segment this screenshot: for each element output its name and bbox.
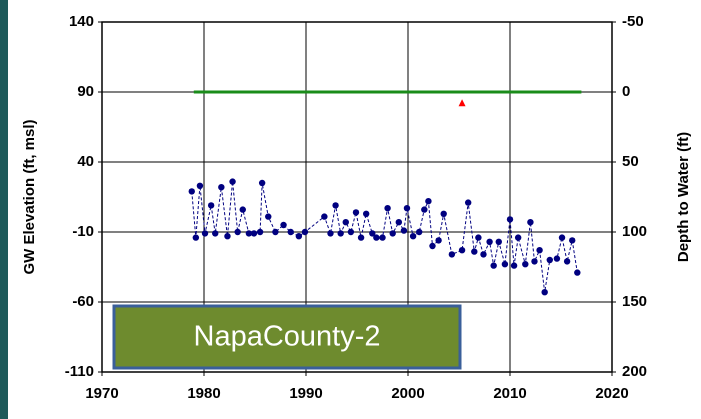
data-point xyxy=(327,230,334,237)
data-point xyxy=(347,228,355,236)
data-point xyxy=(234,228,241,236)
data-point xyxy=(553,255,561,262)
data-point xyxy=(435,237,442,244)
data-point xyxy=(546,256,553,264)
data-point xyxy=(201,230,209,237)
y2-tick-label: 150 xyxy=(622,293,647,310)
y-tick-label: -10 xyxy=(72,223,94,240)
side-bar xyxy=(0,0,8,419)
x-tick-label: 2010 xyxy=(493,385,526,402)
data-point xyxy=(501,261,509,268)
x-tick-label: 2020 xyxy=(595,385,628,402)
data-point xyxy=(569,237,576,244)
data-point xyxy=(342,219,349,226)
y2-tick-label: 200 xyxy=(622,363,647,380)
data-point xyxy=(522,261,529,268)
data-point xyxy=(506,216,514,223)
data-point xyxy=(357,234,365,241)
data-point xyxy=(188,188,195,195)
annotation: NapaCounty-2 xyxy=(194,321,381,353)
data-point xyxy=(265,213,272,220)
data-point xyxy=(425,198,432,205)
data-point xyxy=(379,234,386,241)
data-point xyxy=(558,234,566,241)
annotation-box xyxy=(112,304,462,370)
data-point xyxy=(256,228,264,236)
y-tick-label: -110 xyxy=(65,363,94,380)
data-point xyxy=(337,230,344,237)
data-point xyxy=(531,258,538,265)
data-point xyxy=(510,262,518,269)
data-point xyxy=(490,262,497,269)
data-point xyxy=(196,182,204,189)
data-point xyxy=(458,99,466,107)
data-point xyxy=(192,234,200,241)
data-point xyxy=(332,202,339,209)
data-point xyxy=(527,219,534,226)
data-point xyxy=(574,269,581,276)
data-point xyxy=(429,242,436,250)
data-point xyxy=(280,221,287,229)
data-point xyxy=(458,247,466,254)
data-point xyxy=(207,202,215,209)
data-point xyxy=(287,228,294,236)
data-point xyxy=(239,206,246,213)
data-point xyxy=(400,227,408,234)
data-point xyxy=(389,230,396,237)
data-point xyxy=(229,178,236,185)
data-point xyxy=(295,233,303,240)
data-point xyxy=(403,205,411,212)
plot-area: -110 -60 -10 40 90 140 200 150 100 50 0 -50 1970 1980… xyxy=(65,13,647,402)
data-point xyxy=(301,228,309,236)
data-point xyxy=(514,234,522,241)
data-point xyxy=(395,219,403,226)
data-point xyxy=(448,251,456,258)
data-point xyxy=(421,206,428,213)
data-point xyxy=(272,228,279,236)
y2-tick-label: -50 xyxy=(622,13,644,30)
data-point xyxy=(495,238,502,245)
data-point xyxy=(250,230,258,237)
x-tick-label: 1990 xyxy=(289,385,322,402)
data-point xyxy=(475,234,482,241)
y-tick-label: 40 xyxy=(77,153,94,170)
y2-tick-label: 50 xyxy=(622,153,639,170)
data-point xyxy=(258,179,266,187)
y2-tick-label: 100 xyxy=(622,223,647,240)
plot-border xyxy=(101,21,613,373)
y-tick-label: 90 xyxy=(77,83,94,100)
data-point xyxy=(416,228,423,236)
data-point xyxy=(321,213,328,220)
y-axis-label: GW Elevation (ft, msl) xyxy=(21,119,38,274)
x-tick-label: 2000 xyxy=(391,385,424,402)
y2-tick-label: 0 xyxy=(622,83,630,100)
data-point xyxy=(218,184,225,191)
data-point xyxy=(212,230,219,237)
x-tick-label: 1970 xyxy=(85,385,118,402)
data-point xyxy=(409,233,417,240)
data-point xyxy=(384,205,391,212)
data-point xyxy=(563,258,571,265)
y-tick-label: 140 xyxy=(69,13,94,30)
data-point xyxy=(224,233,231,240)
y2-axis-label: Depth to Water (ft) xyxy=(675,132,692,262)
data-point xyxy=(362,210,370,217)
data-point xyxy=(536,247,543,254)
data-point xyxy=(486,238,493,245)
x-tick-label: 1980 xyxy=(187,385,220,402)
data-point xyxy=(369,230,376,237)
data-point xyxy=(373,234,380,241)
data-point xyxy=(541,289,548,296)
y-tick-label: -60 xyxy=(72,293,94,310)
data-point xyxy=(440,210,447,217)
data-point xyxy=(464,199,472,206)
data-point xyxy=(480,251,487,258)
data-point xyxy=(245,230,253,237)
data-point xyxy=(471,248,478,255)
data-point xyxy=(352,209,360,216)
